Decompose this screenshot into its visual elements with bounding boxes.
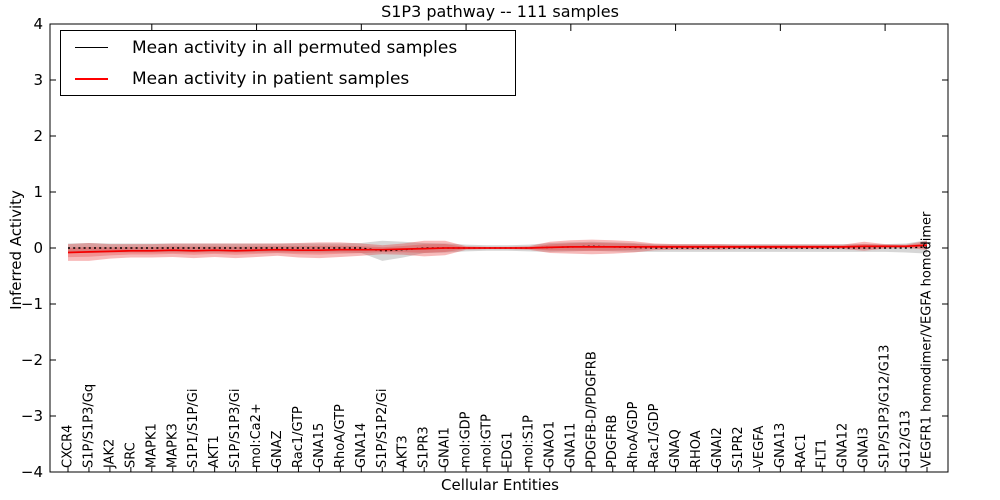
x-entity-label: S1P/S1P2/Gi [375,389,390,468]
x-entity-label: AKT3 [396,435,411,468]
x-entity-label: CXCR4 [61,425,76,468]
patient-mean-line [67,244,928,254]
x-entity-label: VEGFA [752,426,767,468]
x-entity-label: EDG1 [500,431,515,468]
x-entity-label: mol:S1P [521,415,536,468]
y-tick-label: 4 [33,15,43,33]
x-entity-label: GNAO1 [542,421,557,468]
x-entity-label: S1PR2 [731,426,746,468]
x-entity-label: G12/G13 [899,410,914,468]
x-entity-label: FLT1 [815,439,830,468]
x-entity-label: GNA15 [312,423,327,468]
legend-label-patient: Mean activity in patient samples [132,68,410,89]
x-entity-label: SRC [123,442,138,468]
x-entity-label: RAC1 [794,433,809,468]
x-entity-label: Rac1/GTP [291,406,306,468]
x-entity-label: GNA13 [773,423,788,468]
legend: Mean activity in all permuted samples Me… [60,30,516,96]
x-entity-label: PDGFRB [605,415,620,468]
y-tick-label: 1 [33,183,43,201]
x-entity-label: GNAZ [270,430,285,468]
x-axis-title: Cellular Entities [441,476,559,494]
x-entity-label: GNAQ [668,429,683,468]
chart-title: S1P3 pathway -- 111 samples [381,2,619,21]
x-entity-label: S1PR3 [417,426,432,468]
x-entity-label: mol:Ca2+ [249,403,264,468]
x-entity-label: RhoA/GDP [626,401,641,468]
legend-item-permuted: Mean activity in all permuted samples [61,36,515,60]
y-tick-label: 0 [33,239,43,257]
x-entity-label: MAPK1 [144,423,159,468]
y-tick-label: −1 [21,295,43,313]
x-entity-label: RHOA [689,430,704,468]
y-tick-label: 3 [33,71,43,89]
permuted-band [68,240,927,261]
x-entity-label: GNAI2 [710,427,725,468]
x-entity-label: JAK2 [102,439,117,469]
x-entity-label: Rac1/GDP [647,403,662,468]
y-tick-label: −3 [21,407,43,425]
x-entity-label: GNA14 [354,423,369,468]
x-entity-label: AKT1 [207,435,222,468]
x-entity-label: RhoA/GTP [333,404,348,468]
y-tick-label: −4 [21,463,43,481]
y-tick-label: 2 [33,127,43,145]
x-entity-label: S1P/S1P3/G12/G13 [878,345,893,468]
x-entity-label: GNAI1 [438,427,453,468]
patient-line-swatch [75,77,108,80]
x-entity-label: MAPK3 [165,423,180,468]
x-entity-label: GNAI3 [857,427,872,468]
y-tick-label: −2 [21,351,43,369]
legend-label-permuted: Mean activity in all permuted samples [132,37,458,58]
permuted-line-swatch [75,47,108,48]
x-entity-label: S1P1/S1P/Gi [186,389,201,468]
x-entity-label: GNA11 [563,423,578,468]
x-entity-label: S1P/S1P3/Gq [81,384,96,468]
x-entity-label: VEGFR1 homodimer/VEGFA homodimer [920,211,935,468]
y-axis-title: Inferred Activity [7,190,25,310]
x-entity-label: S1P/S1P3/Gi [228,389,243,468]
x-entity-label: mol:GDP [459,411,474,468]
legend-item-patient: Mean activity in patient samples [61,67,515,91]
x-entity-label: PDGFB-D/PDGFRB [584,351,599,468]
x-entity-label: GNA12 [836,423,851,468]
x-entity-label: mol:GTP [480,414,495,468]
patient-band-outer [68,239,927,261]
